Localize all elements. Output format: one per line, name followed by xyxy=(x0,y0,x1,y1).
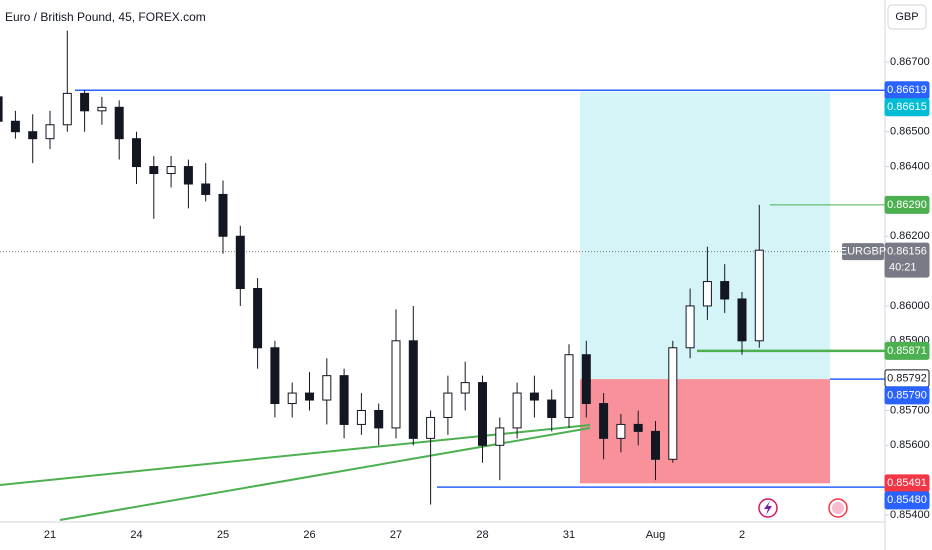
price-badge-label: 0.85480 xyxy=(887,494,927,506)
candle-body xyxy=(45,124,55,140)
target-zone xyxy=(580,91,830,380)
candle-body xyxy=(633,423,643,432)
candle-body xyxy=(322,375,332,401)
candle-body xyxy=(0,96,3,122)
price-badge xyxy=(884,195,930,214)
price-badge-label: 0.86619 xyxy=(887,84,927,96)
candle-body xyxy=(720,281,730,300)
candle-body xyxy=(668,347,678,460)
candle-body xyxy=(685,305,695,349)
y-tick-label: 0.86400 xyxy=(890,160,930,172)
x-tick-label: 28 xyxy=(476,529,488,541)
candle-body xyxy=(149,166,159,175)
y-tick-label: 0.86500 xyxy=(890,126,930,138)
candle-body xyxy=(408,340,418,439)
price-badge xyxy=(884,98,930,117)
x-tick-label: 25 xyxy=(217,529,229,541)
price-badge-label: 0.86156 xyxy=(887,245,927,257)
price-badge-label: 0.85792 xyxy=(887,372,927,384)
x-tick-label: 31 xyxy=(563,529,575,541)
flag-fill xyxy=(832,502,844,514)
candle-body xyxy=(599,403,609,439)
candle-body xyxy=(737,298,747,342)
y-tick-label: 0.86200 xyxy=(890,230,930,242)
trend-line xyxy=(0,424,591,486)
candle-body xyxy=(512,392,522,429)
symbol-badge xyxy=(842,243,884,261)
candle-body xyxy=(28,131,38,140)
candle-body xyxy=(426,416,436,439)
candle-body xyxy=(702,281,712,307)
price-badge xyxy=(884,242,930,278)
price-badge-label: 0.86290 xyxy=(887,199,927,211)
y-tick-label: 0.85700 xyxy=(890,404,930,416)
candle-body xyxy=(460,382,470,394)
candle-body xyxy=(253,288,263,349)
price-badge-label: 0.85491 xyxy=(887,477,927,489)
candle-body xyxy=(287,392,297,405)
price-badge-label: 0.85871 xyxy=(887,345,927,357)
chart-title: Euro / British Pound, 45, FOREX.com xyxy=(5,10,206,24)
candle-body xyxy=(356,409,366,425)
candle-body xyxy=(478,382,487,446)
candle-body xyxy=(132,138,141,168)
x-tick-label: 21 xyxy=(44,529,56,541)
candle-body xyxy=(581,354,591,405)
candle-body xyxy=(114,106,124,140)
candle-body xyxy=(443,392,453,418)
candle-body xyxy=(183,166,193,185)
candle-body xyxy=(374,409,384,429)
price-badge-label: 0.86615 xyxy=(887,101,927,113)
lightning-icon xyxy=(764,501,772,515)
y-tick-label: 0.85600 xyxy=(890,439,930,451)
candle-body xyxy=(10,120,20,133)
candle-body xyxy=(651,430,660,460)
y-tick-label: 0.86000 xyxy=(890,300,930,312)
countdown: 40:21 xyxy=(889,261,917,273)
candle-body xyxy=(391,340,401,429)
x-tick-label: 26 xyxy=(303,529,315,541)
candle-body xyxy=(305,392,314,401)
price-badge xyxy=(884,386,930,405)
x-tick-label: 27 xyxy=(390,529,402,541)
price-badge xyxy=(884,341,930,360)
candle-body xyxy=(547,399,557,418)
candle-body xyxy=(218,193,228,237)
candle-body xyxy=(495,427,505,446)
y-tick-label: 0.85400 xyxy=(890,509,930,521)
candle-body xyxy=(166,166,176,175)
candle-body xyxy=(80,92,90,112)
candle-body xyxy=(339,375,349,425)
price-badge-label: 0.85790 xyxy=(887,389,927,401)
candle-body xyxy=(270,347,280,405)
candle-body xyxy=(235,235,245,290)
price-badge xyxy=(884,491,930,510)
x-tick-label: 24 xyxy=(130,529,142,541)
currency[interactable]: GBP xyxy=(895,11,918,23)
candle-body xyxy=(529,392,539,401)
candle-body xyxy=(62,92,72,126)
x-tick-label: 2 xyxy=(739,529,745,541)
currency-button[interactable] xyxy=(887,4,927,30)
candle-body xyxy=(754,249,764,342)
candle-body xyxy=(97,106,107,112)
candle-body xyxy=(201,183,211,195)
x-tick-label: Aug xyxy=(646,529,666,541)
y-tick-label: 0.86700 xyxy=(890,56,930,68)
symbol-label: EURGBP xyxy=(840,245,886,257)
candle-body xyxy=(616,423,626,439)
candle-body xyxy=(564,354,574,418)
